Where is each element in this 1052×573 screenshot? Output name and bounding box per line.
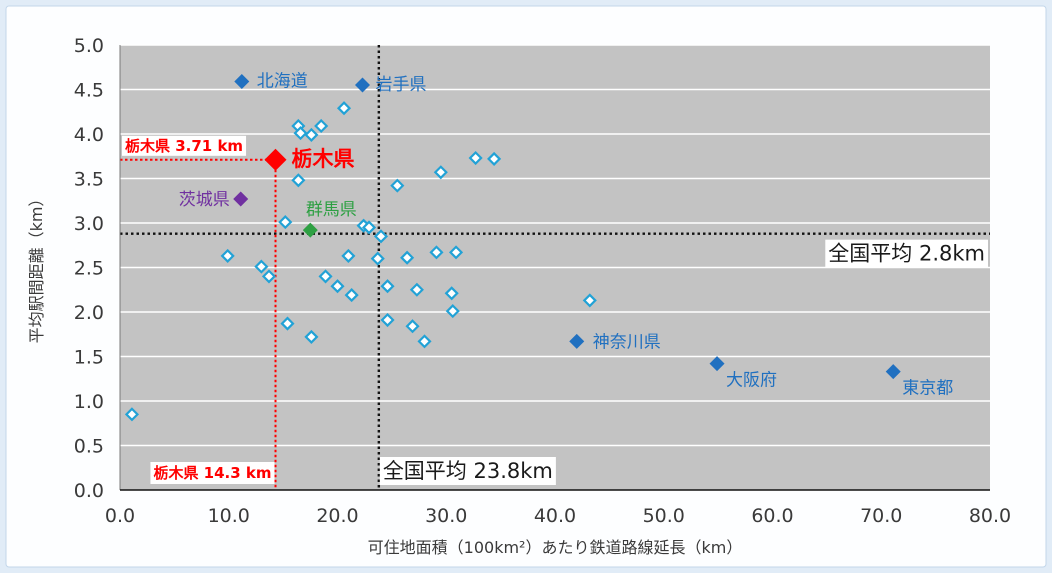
prefecture-marker: [569, 333, 585, 349]
x-axis-title: 可住地面積（100km²）あたり鉄道路線延長（km）: [368, 538, 743, 557]
data-point: [487, 151, 502, 166]
data-point: [444, 286, 459, 301]
national-average-y-label-box: [825, 239, 988, 268]
prefecture-label: 岩手県: [376, 75, 427, 95]
tochigi-y-annotation-box: [122, 135, 247, 156]
data-point: [293, 126, 308, 141]
data-point: [304, 127, 319, 142]
prefecture-label: 神奈川県: [593, 332, 661, 352]
x-tick-label: 40.0: [534, 505, 576, 527]
y-tick-label: 1.5: [74, 347, 104, 369]
prefecture-label: 茨城県: [179, 190, 230, 210]
data-point: [280, 316, 295, 331]
national-average-y-label: 全国平均 2.8km: [828, 242, 985, 266]
data-point: [314, 118, 329, 134]
data-point: [405, 319, 420, 334]
tochigi-label: 栃木県: [292, 147, 355, 171]
y-tick-label: 5.0: [74, 35, 104, 57]
data-point: [341, 248, 356, 263]
data-point: [448, 245, 464, 260]
tochigi-x-annotation: 栃木県 14.3 km: [153, 464, 271, 482]
prefecture-marker: [885, 364, 901, 380]
data-point: [304, 329, 319, 344]
data-point: [390, 178, 405, 193]
y-tick-label: 3.5: [74, 169, 104, 191]
data-point: [291, 173, 306, 188]
data-point: [468, 150, 483, 166]
data-point: [318, 269, 333, 284]
y-tick-label: 4.0: [74, 124, 104, 146]
prefecture-label: 東京都: [902, 379, 953, 399]
prefecture-marker: [234, 73, 250, 89]
data-point: [278, 215, 293, 230]
y-tick-label: 1.0: [74, 391, 104, 413]
tochigi-x-annotation-box: [150, 462, 275, 484]
data-point: [344, 288, 359, 303]
y-tick-label: 2.5: [74, 258, 104, 280]
prefecture-label: 北海道: [257, 71, 308, 91]
data-point: [445, 304, 460, 319]
x-tick-label: 10.0: [208, 505, 250, 527]
x-tick-label: 80.0: [969, 505, 1011, 527]
prefecture-marker: [709, 356, 725, 372]
prefecture-marker: [355, 77, 371, 93]
x-tick-label: 70.0: [860, 505, 902, 527]
data-point: [330, 279, 345, 294]
tochigi-marker: [264, 148, 287, 171]
data-points: [124, 101, 597, 422]
y-axis-title: 平均駅間距離（km）: [27, 191, 46, 344]
data-point: [220, 248, 235, 263]
data-point: [373, 229, 389, 244]
national-average-x-label: 全国平均 23.8km: [383, 459, 553, 483]
tochigi-y-annotation: 栃木県 3.71 km: [125, 137, 243, 155]
y-tick-label: 0.0: [74, 480, 104, 502]
annotations: 栃木県 3.71 km 栃木県 14.3 km 全国平均 2.8km 全国平均 23.…: [122, 135, 988, 485]
data-point: [400, 250, 415, 265]
x-tick-label: 50.0: [643, 505, 685, 527]
x-tick-label: 20.0: [316, 505, 358, 527]
prefecture-marker: [233, 191, 249, 207]
prefecture-label: 大阪府: [726, 371, 777, 391]
data-point: [409, 282, 424, 297]
data-point: [254, 259, 269, 274]
prefecture-marker: [302, 222, 318, 238]
reference-lines: [120, 45, 990, 490]
data-point: [336, 101, 352, 116]
prefecture-label: 群馬県: [306, 200, 357, 220]
data-point: [417, 334, 432, 349]
national-average-x-label-box: [379, 457, 556, 485]
axes: 0.0 0.5 1.0 1.5 2.0 2.5 3.0 3.5 4.0 4.5 5.0 0.0 10.0…: [74, 35, 1011, 527]
y-tick-label: 4.5: [74, 80, 104, 102]
data-point: [429, 245, 444, 260]
data-point: [433, 165, 448, 180]
y-tick-label: 2.0: [74, 302, 104, 324]
data-point: [582, 293, 597, 308]
data-point: [361, 220, 377, 235]
x-tick-label: 60.0: [751, 505, 793, 527]
y-tick-label: 0.5: [74, 436, 104, 458]
data-point: [380, 312, 395, 328]
data-point: [261, 269, 277, 284]
y-tick-label: 3.0: [74, 213, 104, 235]
data-point: [124, 407, 140, 422]
x-tick-label: 0.0: [105, 505, 135, 527]
data-point: [380, 279, 395, 294]
data-point: [370, 251, 385, 266]
x-tick-label: 30.0: [425, 505, 467, 527]
